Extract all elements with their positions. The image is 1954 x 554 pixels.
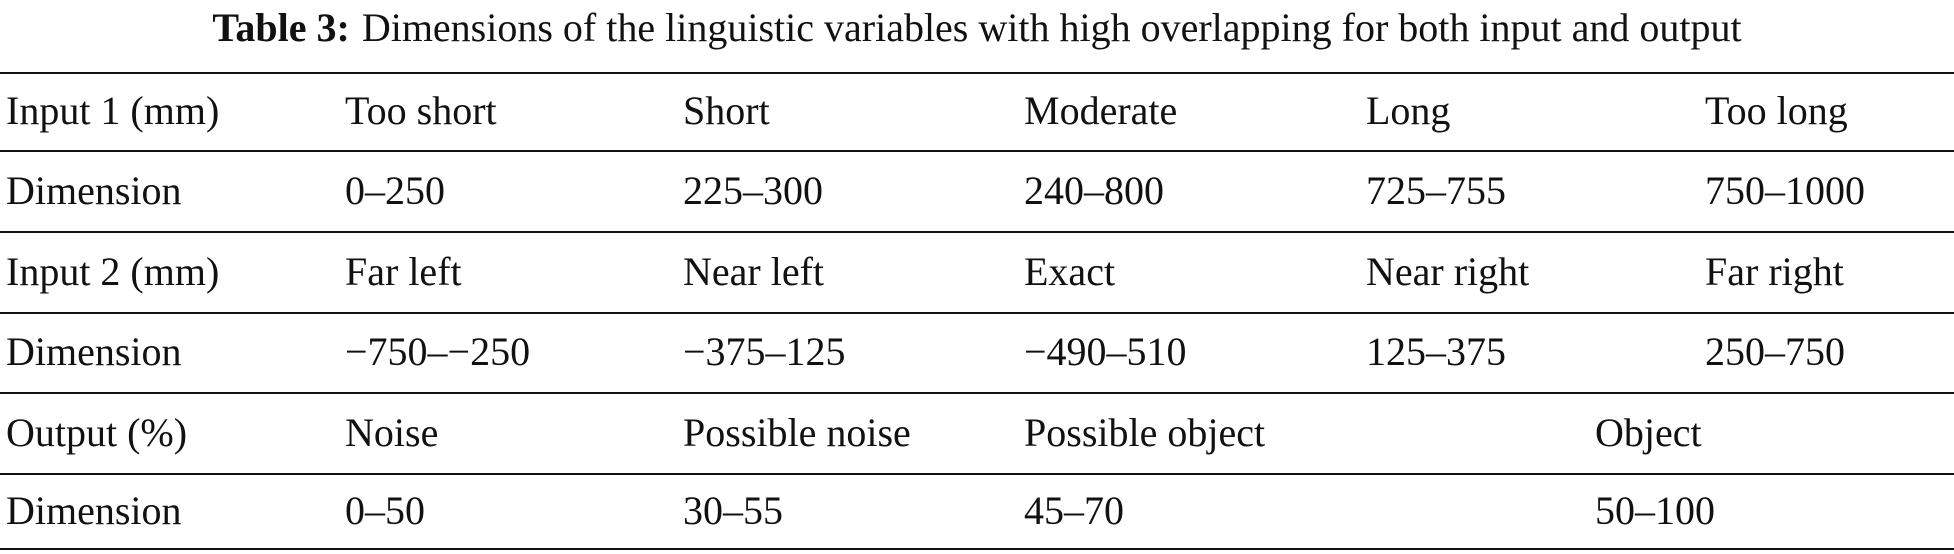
cell: Exact [1024, 248, 1116, 294]
rule [0, 473, 1954, 475]
cell: 725–755 [1366, 167, 1506, 213]
cell: 50–100 [1595, 487, 1715, 533]
cell: 0–50 [345, 487, 425, 533]
row-header: Input 1 (mm) [6, 88, 220, 133]
rule [0, 72, 1954, 74]
rule [0, 392, 1954, 394]
caption-label: Table 3: [212, 5, 350, 50]
row-header: Dimension [6, 167, 182, 213]
caption: Table 3: Dimensions of the linguistic var… [0, 4, 1954, 51]
cell: Moderate [1024, 88, 1178, 133]
cell: 225–300 [683, 167, 823, 213]
cell: −490–510 [1024, 329, 1187, 374]
cell: 30–55 [683, 487, 783, 533]
cell: Short [683, 88, 770, 133]
cell: 750–1000 [1705, 167, 1865, 213]
rule [0, 312, 1954, 314]
cell: Near left [683, 248, 825, 294]
cell: Too short [345, 88, 497, 133]
cell: −750–−250 [345, 329, 531, 374]
cell: 250–750 [1705, 329, 1845, 374]
cell: −375–125 [683, 329, 846, 374]
cell: 0–250 [345, 167, 445, 213]
cell: Possible noise [683, 409, 911, 455]
rule [0, 548, 1954, 550]
cell: Possible object [1024, 409, 1266, 455]
cell: Noise [345, 409, 439, 455]
cell: Long [1366, 88, 1451, 133]
cell: 45–70 [1024, 487, 1124, 533]
row-header: Dimension [6, 329, 182, 374]
rule [0, 231, 1954, 233]
cell: Far left [345, 248, 462, 294]
cell: 240–800 [1024, 167, 1164, 213]
caption-text: Dimensions of the linguistic variables w… [361, 5, 1742, 50]
row-header: Dimension [6, 487, 182, 533]
cell: Object [1595, 409, 1702, 455]
row-header: Input 2 (mm) [6, 248, 220, 294]
cell: Near right [1366, 248, 1530, 294]
cell: Far right [1705, 248, 1844, 294]
cell: Too long [1705, 88, 1848, 133]
rule [0, 150, 1954, 152]
row-header: Output (%) [6, 409, 188, 455]
cell: 125–375 [1366, 329, 1506, 374]
